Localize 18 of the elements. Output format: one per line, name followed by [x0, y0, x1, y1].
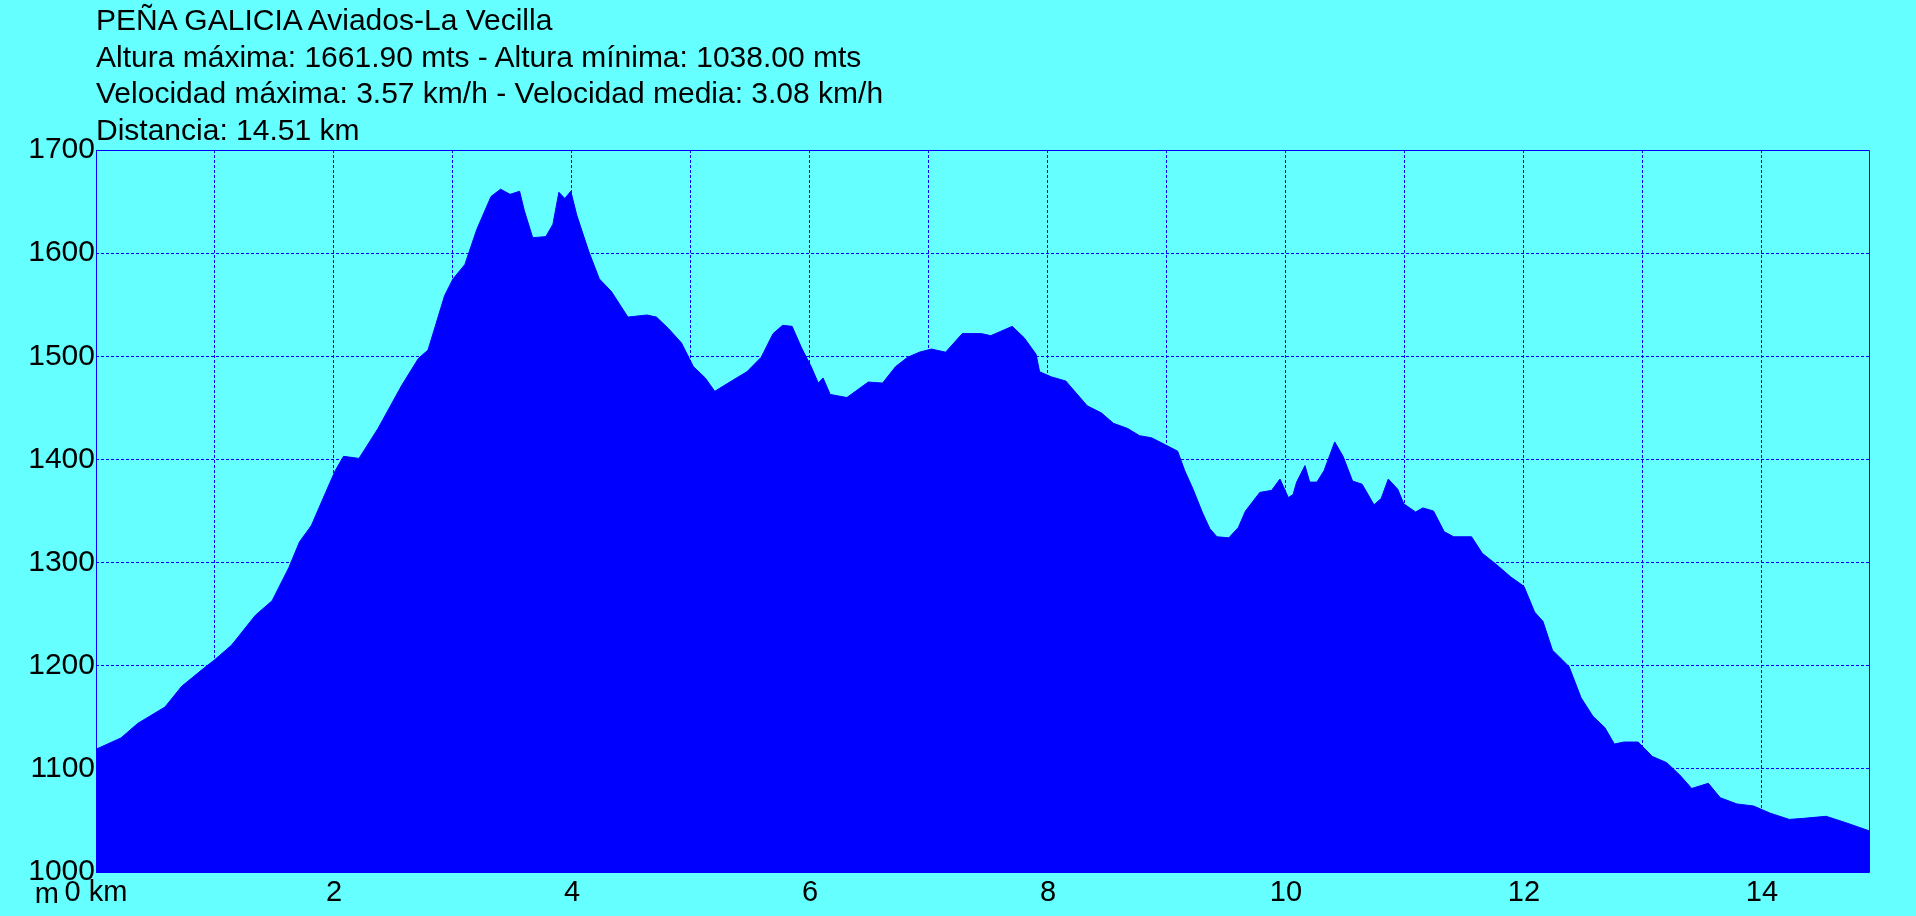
y-tick-label: 1500	[28, 337, 95, 371]
text: Distancia: 14.51 km	[96, 111, 361, 148]
chart-title: PEÑA GALICIA Aviados-La Vecilla	[96, 2, 554, 38]
x-tick-label: 10	[1269, 875, 1303, 908]
text: Velocidad máxima: 3.57 km/h - Velocidad media: 3.08 km/h	[96, 75, 884, 111]
y-tick-label: 1100	[30, 750, 95, 784]
x-tick-label: 2	[325, 875, 343, 908]
text: Altura máxima: 1661.90 mts - Altura mínima: 1038.00 mts	[96, 38, 863, 75]
y-tick-label: 1400	[28, 440, 95, 474]
x-tick-label: 12	[1507, 875, 1541, 908]
x-tick-label: 8	[1039, 875, 1057, 908]
y-tick-label: 1300	[28, 543, 95, 577]
y-tick-label: 1200	[28, 646, 95, 680]
x-tick-label: 4	[563, 875, 581, 908]
x-tick-label: 14	[1745, 875, 1779, 908]
x-tick-label: 6	[801, 875, 819, 908]
y-tick-label: 1600	[28, 234, 95, 268]
y-tick-label: 1700	[28, 131, 95, 165]
